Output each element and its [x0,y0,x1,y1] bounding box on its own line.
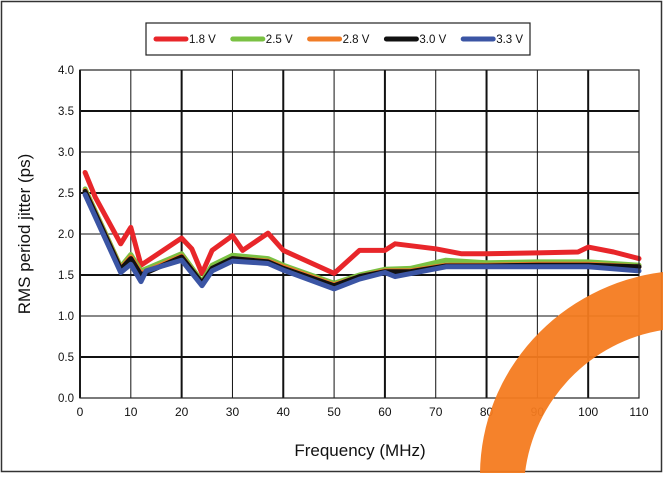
y-axis-label: RMS period jitter (ps) [15,154,34,315]
x-tick-label: 40 [277,405,291,419]
x-tick-label: 20 [175,405,189,419]
x-axis-label: Frequency (MHz) [294,441,425,460]
y-tick-label: 4.0 [58,65,74,77]
legend-label: 1.8 V [189,34,216,46]
y-tick-label: 3.5 [58,106,74,118]
x-tick-label: 10 [124,405,138,419]
y-tick-label: 3.0 [58,147,74,159]
series-layer [82,170,642,292]
y-tick-label: 2.0 [58,229,74,241]
plot-area-border [79,69,640,399]
legend-label: 3.0 V [419,34,446,46]
y-tick-label: 2.5 [58,188,74,200]
x-tick-label: 100 [578,405,598,419]
legend: 1.8 V 2.5 V 2.8 V 3.0 V 3.3 V [145,22,531,56]
y-tick-label: 0.0 [58,393,74,405]
series-line-1-8-Vv [82,170,642,276]
x-tick-label: 70 [429,405,443,419]
y-axis-ticks: 0.0 0.5 1.0 1.5 2.0 2.5 3.0 3.5 4.0 [58,65,74,405]
orange-arc-overlay [480,272,663,473]
x-tick-label: 50 [327,405,341,419]
x-tick-label: 110 [629,405,648,419]
y-tick-label: 1.5 [58,270,74,282]
y-tick-label: 0.5 [58,352,74,364]
legend-label: 3.3 V [496,34,523,46]
legend-label: 2.8 V [343,34,370,46]
x-tick-label: 0 [77,405,84,419]
series-line-3-3-Vv [82,192,642,292]
legend-label: 2.5 V [266,34,293,46]
x-tick-label: 30 [226,405,240,419]
x-tick-label: 60 [378,405,392,419]
y-tick-label: 1.0 [58,311,74,323]
